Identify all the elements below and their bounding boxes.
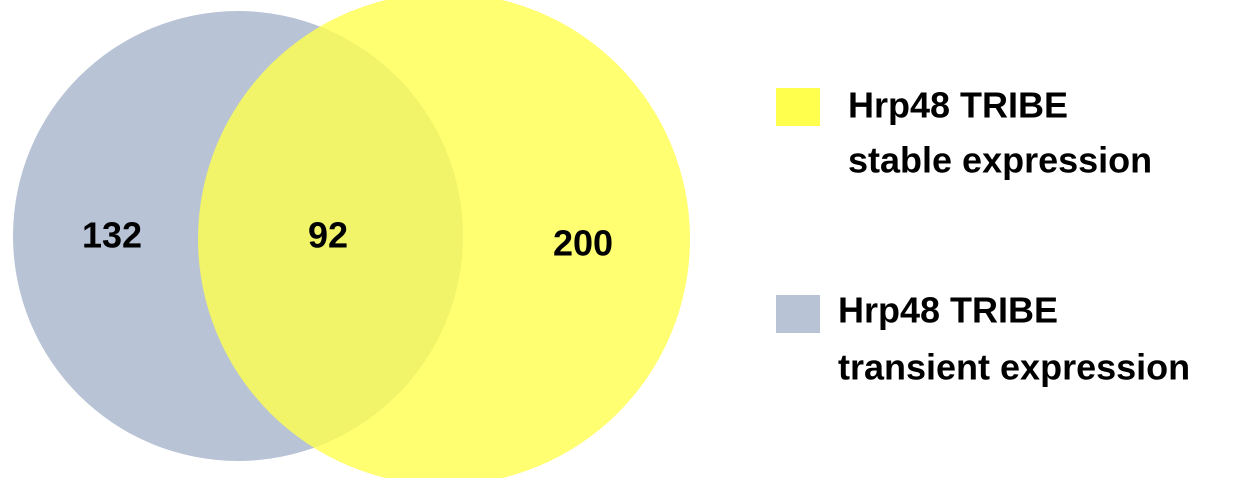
legend-label: Hrp48 TRIBE [848, 85, 1068, 126]
legend-label: Hrp48 TRIBE [838, 290, 1058, 331]
transient-only-count: 132 [82, 215, 142, 256]
legend-label: transient expression [838, 347, 1190, 388]
legend-swatch-stable [776, 88, 820, 126]
overlap-count: 92 [308, 215, 348, 256]
stable-set-circle [198, 0, 690, 478]
legend-label: stable expression [848, 140, 1152, 181]
stable-only-count: 200 [553, 223, 613, 264]
legend-swatch-transient [776, 295, 820, 333]
